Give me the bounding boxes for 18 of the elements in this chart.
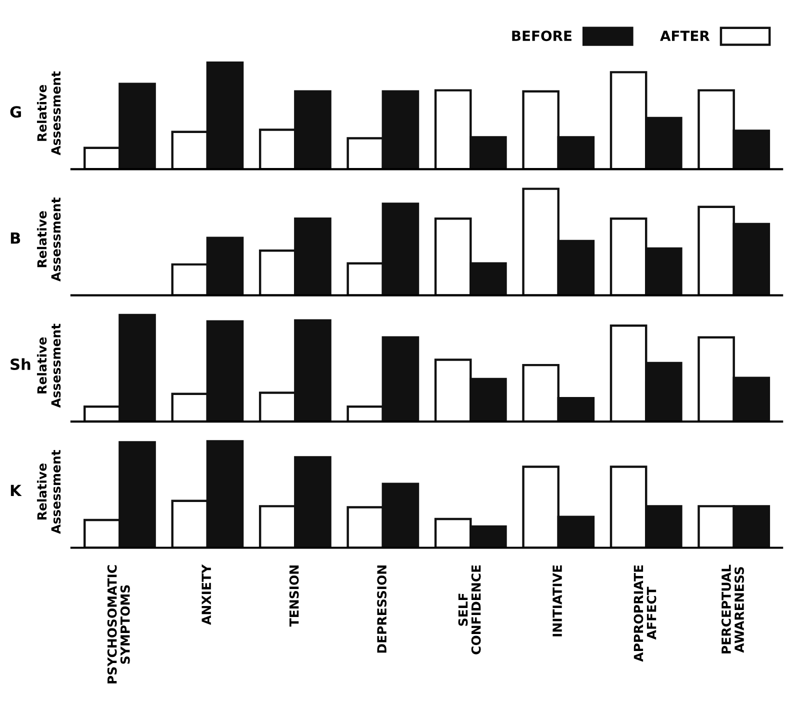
x-tick-label: APPROPRIATE AFFECT <box>634 565 656 662</box>
y-axis-title: Relative Assessment <box>36 71 61 156</box>
y-axis-title: Relative Assessment <box>36 198 61 282</box>
x-tick-label: INITIATIVE <box>552 565 562 636</box>
y-axis-title: Relative Assessment <box>36 324 61 408</box>
x-tick-label: ANXIETY <box>202 564 211 625</box>
x-tick-label: SELF CONFIDENCE <box>458 565 481 654</box>
x-tick-label: PSYCHOSOMATIC SYMPTOMS <box>107 565 130 684</box>
x-tick-label: DEPRESSION <box>377 566 387 653</box>
legend-label: BEFORE <box>512 30 572 42</box>
x-tick-label: PERCEPTUAL AWARENESS <box>721 564 744 654</box>
text: B <box>10 232 20 244</box>
x-tick-label: TENSION <box>289 566 299 627</box>
text: Sh <box>10 358 30 370</box>
text: G <box>10 106 21 118</box>
text: K <box>10 484 22 496</box>
legend-label: AFTER <box>660 30 710 41</box>
y-axis-title: Relative Assessment <box>36 450 61 534</box>
